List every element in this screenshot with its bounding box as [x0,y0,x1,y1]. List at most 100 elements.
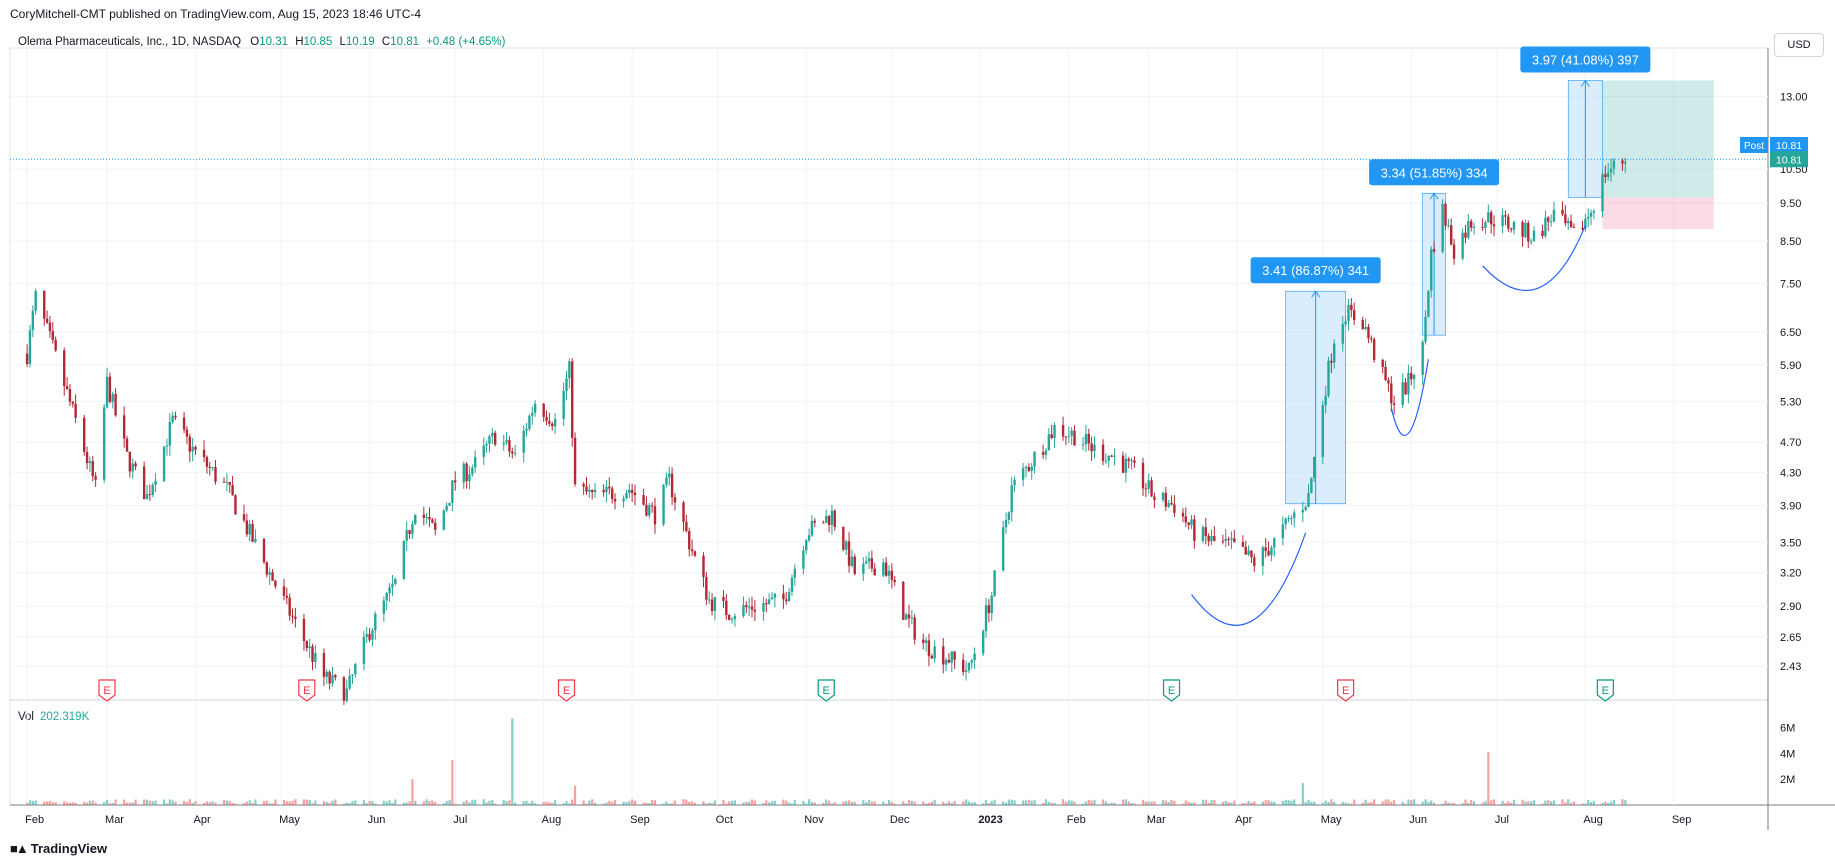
volume-bar [682,799,685,805]
volume-bar [1047,801,1050,805]
volume-bar [154,800,157,805]
volume-bar [753,800,756,805]
time-tick-label: Jul [453,814,467,826]
volume-bar [927,802,931,805]
volume-bar [1093,799,1096,805]
candle-body [1621,160,1624,164]
volume-bar [414,800,417,805]
candle-body [1492,224,1496,227]
volume-label[interactable]: Vol [18,711,34,723]
volume-bar [165,803,169,805]
candle-body [1113,455,1116,457]
volume-bar [765,800,768,805]
candle-body [1190,519,1193,525]
volume-bar [628,801,631,805]
volume-bar [1290,800,1293,805]
candle-body [950,651,953,663]
candle-body [154,480,157,485]
cup-arc [1191,532,1307,626]
candle-body [593,489,597,493]
volume-bar [1130,803,1133,805]
volume-bar [1213,799,1216,805]
change-value: +0.48 (+4.65%) [426,36,506,48]
currency-button[interactable]: USD [1774,33,1824,57]
candle-body [668,473,671,478]
volume-bar [673,800,677,805]
volume-bar [1030,800,1033,805]
candle-body [962,659,965,673]
volume-bar [953,800,956,805]
volume-bar [505,801,508,805]
candle-body [910,617,914,619]
volume-bar [208,802,211,805]
volume-bar [1050,802,1053,805]
volume-bar [631,799,634,805]
candle-body [1509,228,1513,230]
candle-body [34,290,37,311]
volume-bar [425,799,428,805]
candle-body [371,630,374,640]
candle-body [722,596,725,601]
volume-bar [125,802,129,805]
volume-bar [565,801,568,805]
candle-body [525,428,528,431]
candle-body [1307,493,1310,508]
volume-bar [1330,799,1333,805]
candle-body [648,505,651,516]
candle-body [368,634,371,640]
volume-bar [485,802,488,805]
volume-bar [1204,799,1207,805]
candle-body [793,568,797,578]
volume-bar [1353,799,1356,805]
volume-bar [625,802,628,805]
candle-body [1124,458,1128,473]
volume-bar [308,800,311,805]
symbol-title[interactable]: Olema Pharmaceuticals, Inc., 1D, NASDAQ [18,36,242,48]
candle-body [1193,519,1196,541]
volume-bar [745,801,748,805]
volume-bar [950,802,953,805]
volume-bar [1393,799,1396,805]
candle-body [431,519,434,523]
candle-body [1250,550,1253,558]
candle-body [1364,326,1367,330]
candle-body [642,495,645,505]
candle-body [844,541,848,550]
candle-body [1512,222,1516,230]
candle-body [1061,425,1065,437]
volume-bar [448,799,451,805]
volume-bar [802,800,805,805]
position-target-zone [1602,80,1714,198]
position-stop-zone [1602,197,1714,230]
volume-bar [1584,803,1587,805]
candle-body [382,600,386,614]
volume-bar [514,802,517,805]
volume-bar [365,803,368,805]
volume-bar [1110,802,1113,805]
volume-bar [1444,800,1447,805]
time-tick-label: Feb [25,814,44,826]
volume-bar [793,799,796,805]
candle-body [473,457,477,468]
candle-body [1267,550,1270,556]
candle-body [1230,538,1233,540]
volume-bar [1193,802,1196,805]
volume-bar [1230,802,1233,805]
candle-body [288,597,291,616]
candle-body [1121,455,1125,473]
candle-body [1067,435,1070,437]
volume-bar [1313,801,1316,805]
candle-body [125,438,129,452]
candle-body [1310,477,1313,494]
volume-bar [1233,800,1236,805]
measurement-label: 3.41 (86.87%) 341 [1262,263,1369,278]
candle-body [391,584,394,588]
cup-arc [1390,359,1429,437]
volume-bar [1253,801,1256,805]
time-tick-label: Nov [804,814,824,826]
tradingview-footer[interactable]: ■▲ TradingView [10,841,107,856]
volume-bar [128,802,131,805]
volume-bar [671,803,674,805]
volume-bar [525,800,528,805]
